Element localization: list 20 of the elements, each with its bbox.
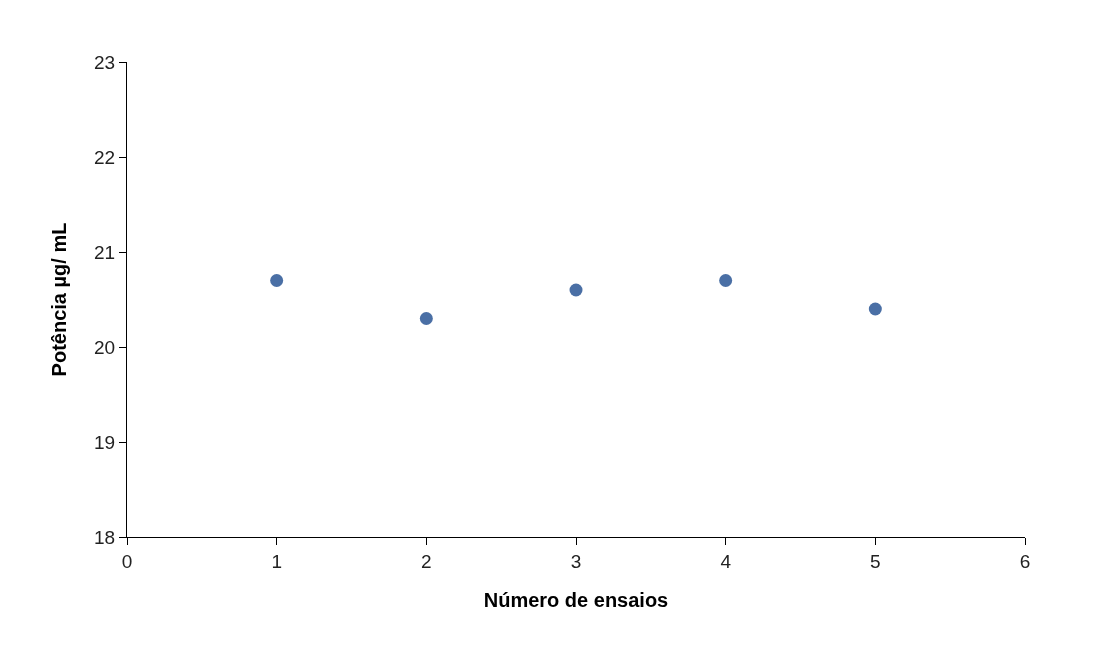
y-tick-label: 20 xyxy=(94,336,116,358)
point xyxy=(419,312,433,325)
point xyxy=(868,302,882,316)
x-tick-label: 3 xyxy=(570,550,582,572)
x-axis-title: Número de ensaios xyxy=(483,589,669,612)
point xyxy=(270,274,284,287)
point xyxy=(569,283,583,297)
y-axis-title: Potência µg/ mL xyxy=(47,222,70,377)
y-tick-label: 22 xyxy=(94,146,116,168)
x-tick-label: 6 xyxy=(1019,550,1031,572)
y-tick-label: 19 xyxy=(94,431,116,453)
x-tick-label: 0 xyxy=(121,550,133,572)
y-tick-label: 21 xyxy=(94,241,116,263)
y-tick-label: 23 xyxy=(94,51,116,73)
point xyxy=(719,274,733,287)
x-tick-label: 2 xyxy=(421,550,432,572)
x-tick-label: 5 xyxy=(870,550,881,572)
x-tick-label: 1 xyxy=(271,550,282,572)
x-tick-label: 4 xyxy=(720,550,732,572)
y-tick-label: 18 xyxy=(94,526,116,548)
